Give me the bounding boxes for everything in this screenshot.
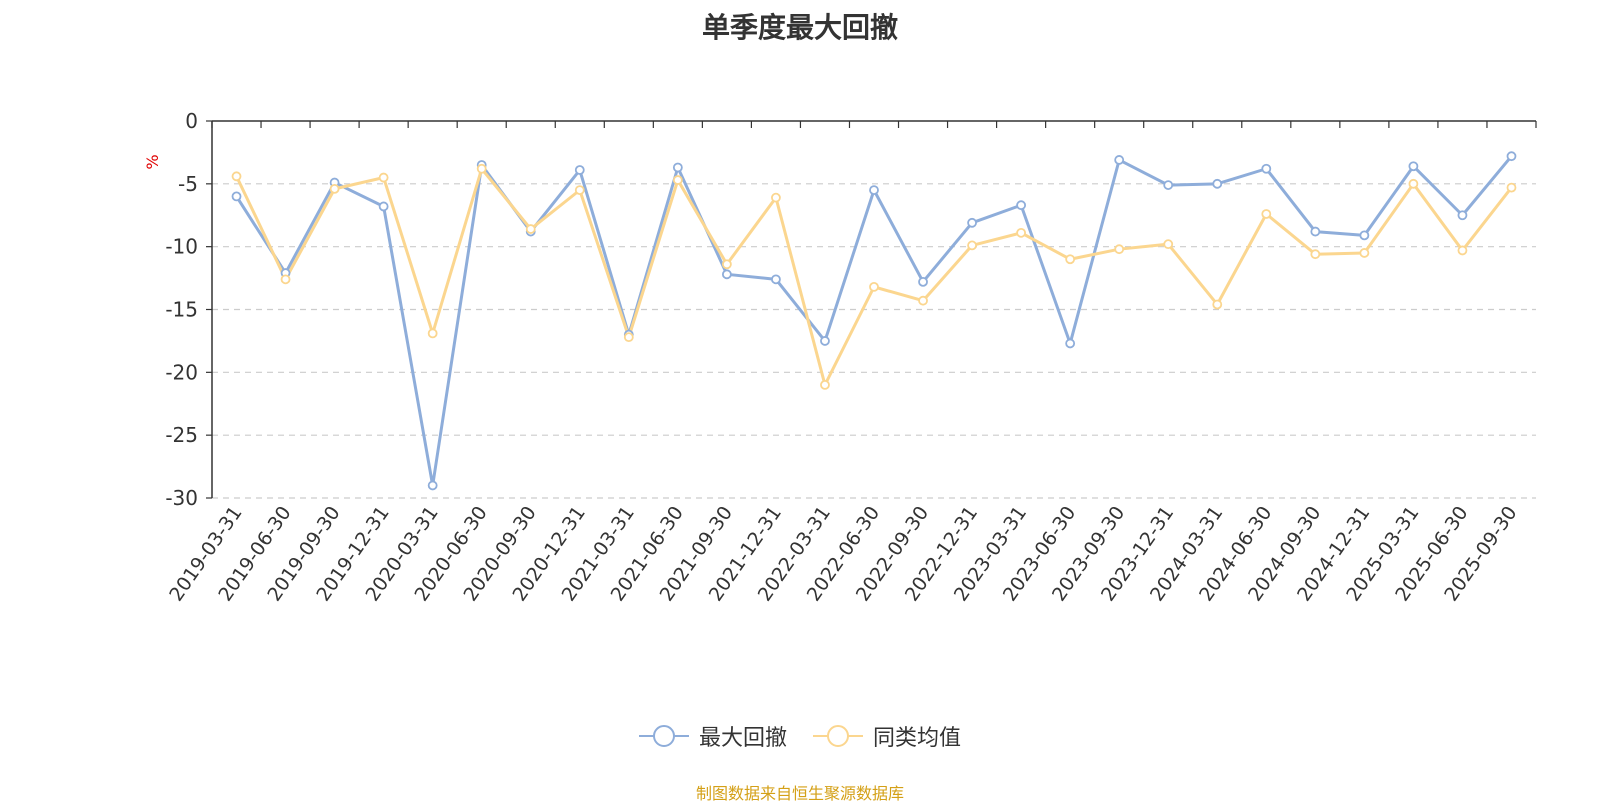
data-point-0 <box>1506 151 1517 162</box>
data-point-1 <box>280 274 291 285</box>
data-point-1 <box>967 240 977 251</box>
data-point-1 <box>672 175 683 185</box>
data-point-0 <box>1261 163 1272 174</box>
data-point-0 <box>1016 200 1027 211</box>
data-point-1 <box>869 281 879 292</box>
y-tick-label: -15 <box>165 298 198 322</box>
legend-symbol-max-drawdown <box>638 725 689 747</box>
y-tick-label: -20 <box>165 360 198 384</box>
grid-layer <box>212 183 1536 499</box>
data-point-0 <box>1163 180 1174 190</box>
data-point-0 <box>574 165 585 175</box>
data-point-0 <box>378 201 389 212</box>
data-point-0 <box>820 336 830 346</box>
data-point-0 <box>721 269 732 280</box>
data-point-1 <box>476 163 487 174</box>
source-note: 制图数据来自恒生聚源数据库 <box>695 784 904 803</box>
data-point-0 <box>1212 178 1223 189</box>
data-point-0 <box>427 480 438 491</box>
data-point-0 <box>1310 226 1321 237</box>
legend-symbol-peer-average <box>813 725 863 747</box>
legend-label-max-drawdown: 最大回撤 <box>698 726 787 751</box>
legend-item-peer-average[interactable]: 同类均值 <box>813 720 961 752</box>
data-point-1 <box>574 185 585 196</box>
data-point-1 <box>525 224 536 234</box>
data-point-1 <box>918 295 928 306</box>
data-point-0 <box>1359 230 1370 241</box>
data-point-1 <box>1359 248 1370 258</box>
data-point-1 <box>721 259 732 270</box>
y-tick-label: 0 <box>185 109 198 133</box>
data-point-1 <box>1114 244 1125 255</box>
data-point-1 <box>1163 239 1174 250</box>
data-point-1 <box>378 172 389 183</box>
data-point-1 <box>1506 182 1517 193</box>
y-tick-label: -30 <box>165 486 198 510</box>
y-axis-unit-label: % <box>143 154 162 169</box>
data-point-0 <box>231 191 242 202</box>
series-layer <box>231 151 1517 491</box>
data-point-1 <box>329 183 340 194</box>
chart-title: 单季度最大回撤 <box>701 11 898 44</box>
data-point-1 <box>1310 249 1321 260</box>
series-line-1 <box>235 167 1513 387</box>
data-point-0 <box>771 274 781 285</box>
data-point-0 <box>1114 155 1125 165</box>
y-tick-label: -25 <box>165 423 198 447</box>
data-point-0 <box>869 185 879 196</box>
data-point-1 <box>820 379 830 390</box>
data-point-1 <box>1457 245 1468 256</box>
data-point-1 <box>1016 227 1027 238</box>
data-point-0 <box>1457 210 1468 221</box>
data-point-0 <box>1065 338 1076 349</box>
data-point-0 <box>1408 161 1419 172</box>
data-point-0 <box>672 162 683 173</box>
data-point-1 <box>623 332 634 343</box>
y-tick-label: -10 <box>165 235 198 259</box>
data-point-1 <box>771 192 781 203</box>
y-tick-label: -5 <box>178 172 198 196</box>
data-point-1 <box>1408 178 1419 189</box>
data-point-1 <box>1065 254 1076 265</box>
data-point-0 <box>918 276 928 287</box>
data-point-1 <box>1212 299 1223 310</box>
data-point-1 <box>427 328 438 339</box>
legend-label-peer-average: 同类均值 <box>873 726 962 751</box>
data-point-1 <box>231 171 242 182</box>
data-point-1 <box>1261 209 1272 219</box>
data-point-0 <box>967 217 977 228</box>
legend: 最大回撤 同类均值 <box>0 720 1600 752</box>
legend-item-max-drawdown[interactable]: 最大回撤 <box>638 720 787 752</box>
